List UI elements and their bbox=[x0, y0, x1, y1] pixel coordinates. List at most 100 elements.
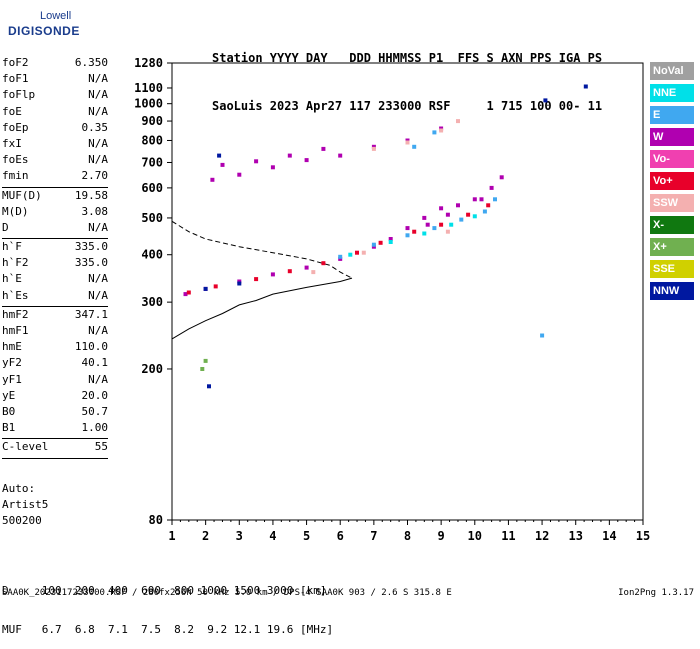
param-label: hmF1 bbox=[2, 324, 29, 337]
param-value: N/A bbox=[88, 153, 108, 167]
data-point bbox=[217, 153, 222, 158]
param-row: C-level 55 bbox=[2, 440, 108, 456]
param-value: 40.1 bbox=[81, 356, 109, 370]
data-point bbox=[422, 215, 427, 220]
param-value: N/A bbox=[88, 372, 108, 386]
data-point bbox=[445, 212, 450, 217]
param-value: 50.7 bbox=[81, 404, 109, 418]
param-row: foF1 N/A bbox=[2, 72, 108, 88]
data-point bbox=[348, 252, 353, 257]
data-point bbox=[388, 240, 393, 244]
data-point bbox=[405, 233, 410, 238]
y-tick-label: 300 bbox=[141, 295, 163, 309]
data-point bbox=[449, 222, 454, 227]
data-point bbox=[459, 217, 464, 222]
param-row: yF1 N/A bbox=[2, 373, 108, 389]
data-point bbox=[311, 270, 316, 275]
param-row: foEs N/A bbox=[2, 153, 108, 169]
param-separator bbox=[2, 186, 108, 188]
data-point bbox=[207, 384, 211, 389]
param-label: M(D) bbox=[2, 204, 29, 218]
param-row: h`E N/A bbox=[2, 272, 108, 288]
x-tick-label: 4 bbox=[269, 529, 276, 543]
x-tick-label: 13 bbox=[568, 529, 582, 543]
param-label: MUF(D) bbox=[2, 188, 42, 202]
data-point bbox=[338, 153, 343, 158]
param-label: foFlp bbox=[2, 88, 36, 102]
file-info: SAA0K_2023117233000.RSF / 280fx256h 50 k… bbox=[2, 588, 452, 598]
param-row: h`F 335.0 bbox=[2, 240, 108, 256]
data-point bbox=[355, 250, 359, 255]
legend-item: E bbox=[650, 106, 694, 124]
param-row: hmF1 N/A bbox=[2, 324, 108, 340]
param-label: fmin bbox=[2, 169, 29, 183]
y-tick-label: 900 bbox=[141, 114, 163, 128]
param-value: N/A bbox=[88, 88, 108, 102]
data-point bbox=[499, 175, 504, 180]
data-point bbox=[237, 172, 242, 177]
data-point bbox=[183, 292, 188, 297]
profile-curve bbox=[171, 277, 353, 340]
param-value: N/A bbox=[88, 104, 108, 118]
plot-axes: 1 2 3 4 5 6 7 8 9 10 11 12 13 14 158020030040050060070… bbox=[134, 56, 650, 543]
param-row: h`F2 335.0 bbox=[2, 256, 108, 272]
data-point bbox=[439, 128, 444, 133]
x-tick-label: 3 bbox=[236, 529, 243, 543]
data-point bbox=[432, 226, 437, 231]
data-point bbox=[388, 237, 393, 241]
x-tick-label: 14 bbox=[602, 529, 616, 543]
param-value: N/A bbox=[88, 324, 108, 337]
param-value: 6.350 bbox=[74, 56, 108, 69]
param-value: 335.0 bbox=[74, 256, 108, 270]
data-point bbox=[422, 231, 427, 236]
data-point bbox=[405, 226, 410, 231]
param-value: 20.0 bbox=[81, 388, 109, 402]
data-point bbox=[338, 254, 343, 259]
scaled-parameters: foF2 6.350 foF1 N/A foFlp N/A foE N/A foEp 0.35 fx… bbox=[2, 56, 108, 460]
param-row: foF2 6.350 bbox=[2, 56, 108, 72]
param-row: fmin 2.70 bbox=[2, 169, 108, 185]
data-point bbox=[439, 206, 444, 211]
param-label: h`Es bbox=[2, 288, 29, 302]
param-label: B0 bbox=[2, 404, 16, 418]
data-point bbox=[378, 240, 383, 245]
param-value: 0.35 bbox=[81, 120, 109, 134]
param-separator bbox=[2, 457, 108, 459]
param-label: yF1 bbox=[2, 372, 22, 386]
legend: NoVal NNE E W Vo- Vo+ SSW X- X+ SSE NNW bbox=[650, 62, 694, 304]
param-value: 19.58 bbox=[74, 188, 108, 202]
param-label: foE bbox=[2, 104, 22, 118]
x-tick-label: 5 bbox=[303, 529, 310, 543]
data-point bbox=[361, 250, 366, 255]
logo-brand: Lowell bbox=[40, 10, 72, 22]
data-point bbox=[371, 146, 376, 151]
param-label: yF2 bbox=[2, 356, 22, 370]
param-value: 335.0 bbox=[74, 240, 108, 254]
header-line-1: Station YYYY DAY DDD HHMMSS P1 FFS S AXN… bbox=[212, 51, 603, 65]
param-value: 3.08 bbox=[81, 204, 109, 218]
header-line-2: SaoLuis 2023 Apr27 117 233000 RSF 1 715 … bbox=[212, 99, 603, 113]
x-tick-label: 7 bbox=[370, 529, 377, 543]
y-tick-label: 80 bbox=[149, 513, 163, 527]
plot-marks bbox=[171, 84, 588, 389]
y-tick-label: 200 bbox=[141, 362, 163, 376]
param-label: h`E bbox=[2, 272, 22, 286]
param-row: M(D) 3.08 bbox=[2, 205, 108, 221]
data-point bbox=[583, 84, 588, 89]
param-label: B1 bbox=[2, 421, 16, 435]
y-tick-label: 600 bbox=[141, 181, 163, 195]
data-point bbox=[304, 265, 309, 270]
echo-curve bbox=[171, 220, 353, 279]
data-point bbox=[270, 272, 275, 277]
param-value: 110.0 bbox=[74, 340, 108, 354]
x-tick-label: 15 bbox=[636, 529, 650, 543]
param-row: foFlp N/A bbox=[2, 88, 108, 104]
auto-label: Auto: bbox=[2, 482, 36, 495]
data-point bbox=[412, 144, 417, 149]
data-point bbox=[200, 367, 205, 371]
data-point bbox=[203, 286, 208, 291]
ionogram-plot: 1 2 3 4 5 6 7 8 9 10 11 12 13 14 158020030040050060070… bbox=[134, 56, 650, 543]
param-row: fxI N/A bbox=[2, 137, 108, 153]
param-label: foEs bbox=[2, 153, 29, 167]
x-tick-label: 12 bbox=[535, 529, 549, 543]
